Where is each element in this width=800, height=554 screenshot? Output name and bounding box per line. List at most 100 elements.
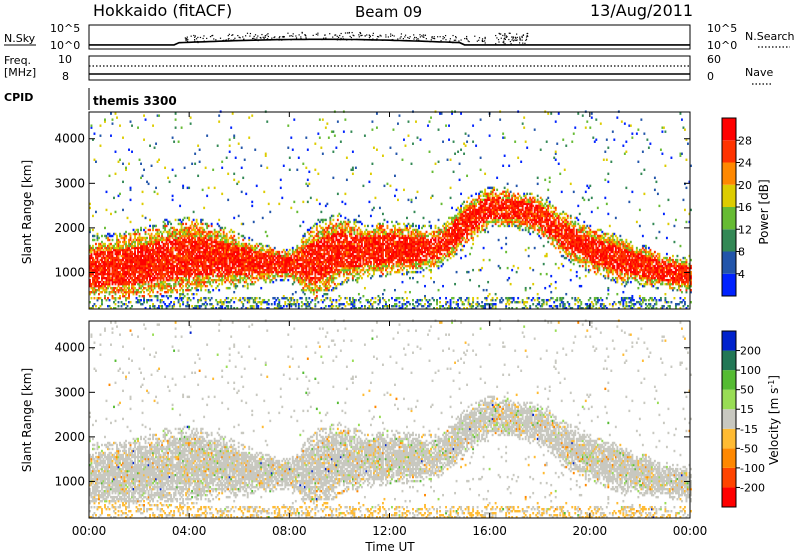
power-cell <box>353 264 356 268</box>
power-cell <box>99 244 102 248</box>
power-cell <box>230 250 233 254</box>
nsearch-dot <box>292 33 294 35</box>
power-cell <box>95 160 97 163</box>
power-cell <box>297 264 300 268</box>
power-cell <box>95 246 97 250</box>
power-cell <box>90 252 93 256</box>
power-cell <box>348 260 351 264</box>
power-cell <box>201 262 204 266</box>
power-cell <box>158 250 161 254</box>
power-cell <box>279 274 282 278</box>
power-cell <box>164 268 167 272</box>
power-cell <box>317 242 320 246</box>
power-cell <box>153 262 156 266</box>
power-cell <box>180 234 183 238</box>
power-cell <box>266 120 269 123</box>
nsearch-dot <box>455 37 457 39</box>
power-cell <box>144 274 147 278</box>
nsearch-dot <box>221 40 224 42</box>
power-cell <box>231 230 234 234</box>
power-cell <box>200 282 203 286</box>
power-cell <box>264 272 267 276</box>
power-cell <box>243 252 246 256</box>
power-cell <box>303 288 306 292</box>
power-cell <box>176 264 179 268</box>
nsearch-dot <box>508 32 510 34</box>
power-cell <box>234 268 237 272</box>
power-cell <box>329 218 332 222</box>
power-cell <box>198 226 201 230</box>
power-cell <box>191 258 194 262</box>
power-cell <box>345 226 348 230</box>
power-cell <box>92 258 94 262</box>
power-cell <box>171 278 174 282</box>
power-cell <box>245 260 248 264</box>
power-cell <box>333 256 336 260</box>
power-cell <box>323 282 326 286</box>
power-cell <box>131 124 133 127</box>
power-cell <box>293 266 296 270</box>
power-cell <box>210 244 213 248</box>
power-cell <box>314 278 317 282</box>
power-cell <box>204 258 207 262</box>
power-cell <box>224 248 227 252</box>
power-cell <box>294 260 297 264</box>
power-cell <box>92 238 94 242</box>
power-cell <box>209 264 212 268</box>
power-cell <box>219 298 222 302</box>
power-cell <box>246 246 249 250</box>
power-cell <box>219 300 222 304</box>
power-cell <box>182 228 185 232</box>
power-cell <box>89 260 91 264</box>
power-cell <box>111 118 114 121</box>
power-cell <box>290 304 293 308</box>
power-cell <box>129 186 132 190</box>
power-cell <box>209 266 212 270</box>
power-cell <box>327 136 330 139</box>
power-cell <box>113 256 115 260</box>
power-cell <box>329 220 332 224</box>
nsearch-dot <box>249 32 252 35</box>
power-cell <box>167 242 170 246</box>
power-cell <box>342 270 345 274</box>
power-cell <box>168 262 171 266</box>
power-cell <box>119 280 121 284</box>
power-cell <box>147 232 150 236</box>
power-cell <box>222 250 225 254</box>
power-cell <box>200 262 203 266</box>
power-cell <box>230 228 233 232</box>
power-cell <box>107 268 109 272</box>
power-cell <box>245 250 248 254</box>
power-cell <box>131 244 133 248</box>
power-cell <box>311 242 314 246</box>
power-cell <box>299 280 302 284</box>
power-cell <box>146 288 148 292</box>
power-cell <box>320 240 323 244</box>
power-cell <box>341 252 344 256</box>
power-cell <box>177 300 180 304</box>
power-cell <box>194 270 197 274</box>
power-cell <box>324 266 327 270</box>
power-cell <box>348 252 351 256</box>
power-cell <box>341 258 344 262</box>
power-cell <box>225 270 228 274</box>
power-cell <box>183 234 186 238</box>
power-cell <box>204 300 207 304</box>
power-cell <box>140 238 142 242</box>
power-cell <box>318 220 321 224</box>
power-cell <box>351 298 354 302</box>
power-cell <box>182 276 185 280</box>
power-cell <box>302 268 305 272</box>
power-cell <box>323 264 326 268</box>
power-cell <box>104 272 106 276</box>
power-cell <box>164 252 167 256</box>
power-cell <box>276 256 279 260</box>
power-cell <box>113 278 115 282</box>
power-cell <box>365 256 368 260</box>
power-cell <box>206 238 209 242</box>
power-cell <box>152 276 155 280</box>
power-cell <box>120 234 123 238</box>
power-cell <box>267 306 270 310</box>
power-cell <box>140 252 142 256</box>
power-cell <box>198 232 201 236</box>
